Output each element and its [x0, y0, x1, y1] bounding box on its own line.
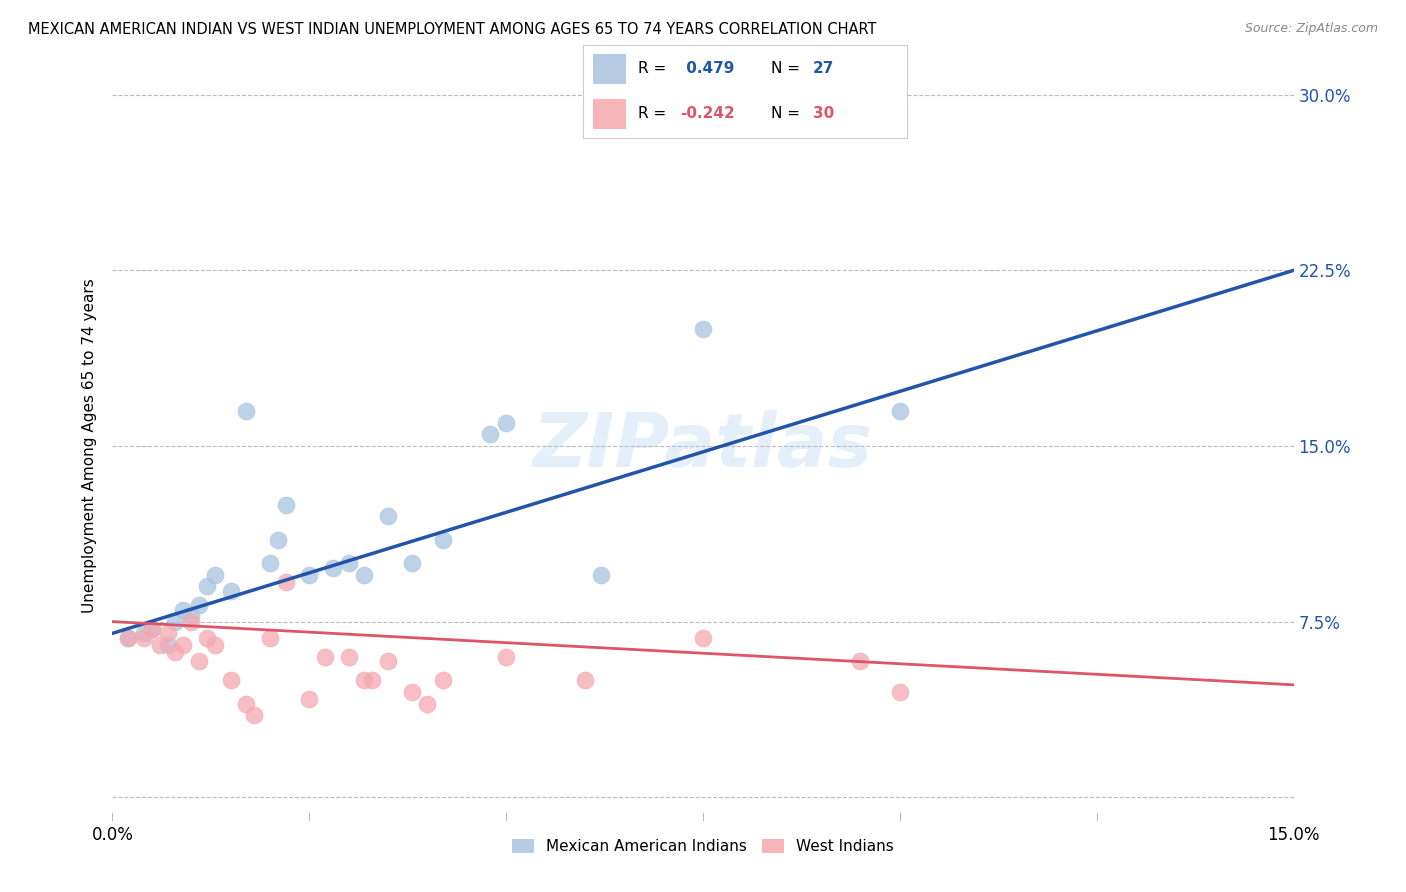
Point [180, 607, 202, 622]
Point [849, 655, 872, 669]
Point [172, 638, 194, 652]
Point [165, 645, 187, 659]
Text: 30: 30 [813, 106, 834, 121]
Point [219, 584, 242, 599]
Point [495, 649, 517, 664]
Point [692, 322, 714, 336]
Point [401, 556, 423, 570]
Point [889, 685, 911, 699]
Point [432, 533, 454, 547]
Point [188, 598, 211, 612]
Text: N =: N = [770, 106, 804, 121]
Point [243, 708, 266, 723]
Point [495, 416, 517, 430]
Point [259, 556, 281, 570]
Point [274, 574, 297, 589]
Bar [593, 99, 626, 129]
Text: R =: R = [638, 106, 672, 121]
Point [298, 692, 321, 706]
Point [132, 626, 155, 640]
Point [298, 567, 321, 582]
Point [322, 561, 344, 575]
Text: Source: ZipAtlas.com: Source: ZipAtlas.com [1244, 22, 1378, 36]
Point [149, 638, 172, 652]
Point [361, 673, 384, 688]
Point [141, 622, 163, 636]
Bar [593, 54, 626, 84]
Point [692, 631, 714, 645]
Point [156, 638, 179, 652]
Point [353, 673, 375, 688]
Point [195, 580, 218, 594]
Point [337, 649, 360, 664]
Text: ZIPatlas: ZIPatlas [533, 409, 873, 483]
Point [156, 626, 179, 640]
Point [479, 427, 502, 442]
Point [574, 673, 596, 688]
Point [353, 567, 375, 582]
Point [337, 556, 360, 570]
Y-axis label: Unemployment Among Ages 65 to 74 years: Unemployment Among Ages 65 to 74 years [82, 278, 97, 614]
Point [589, 567, 612, 582]
Point [889, 404, 911, 418]
Point [267, 533, 290, 547]
Text: R =: R = [638, 62, 672, 77]
Point [259, 631, 281, 645]
Text: -0.242: -0.242 [681, 106, 735, 121]
Point [314, 649, 336, 664]
Point [204, 638, 226, 652]
Point [235, 697, 257, 711]
Text: 27: 27 [813, 62, 835, 77]
Point [117, 631, 139, 645]
Point [172, 603, 194, 617]
Point [377, 655, 399, 669]
Point [165, 615, 187, 629]
Point [117, 631, 139, 645]
Point [401, 685, 423, 699]
Point [188, 655, 211, 669]
Point [377, 509, 399, 524]
Point [219, 673, 242, 688]
Text: N =: N = [770, 62, 804, 77]
Point [180, 615, 202, 629]
Legend: Mexican American Indians, West Indians: Mexican American Indians, West Indians [505, 831, 901, 862]
Text: MEXICAN AMERICAN INDIAN VS WEST INDIAN UNEMPLOYMENT AMONG AGES 65 TO 74 YEARS CO: MEXICAN AMERICAN INDIAN VS WEST INDIAN U… [28, 22, 876, 37]
Point [204, 567, 226, 582]
Point [132, 631, 155, 645]
Text: 0.479: 0.479 [681, 62, 734, 77]
Point [416, 697, 439, 711]
Point [141, 622, 163, 636]
Point [274, 498, 297, 512]
Point [432, 673, 454, 688]
Point [195, 631, 218, 645]
Point [235, 404, 257, 418]
